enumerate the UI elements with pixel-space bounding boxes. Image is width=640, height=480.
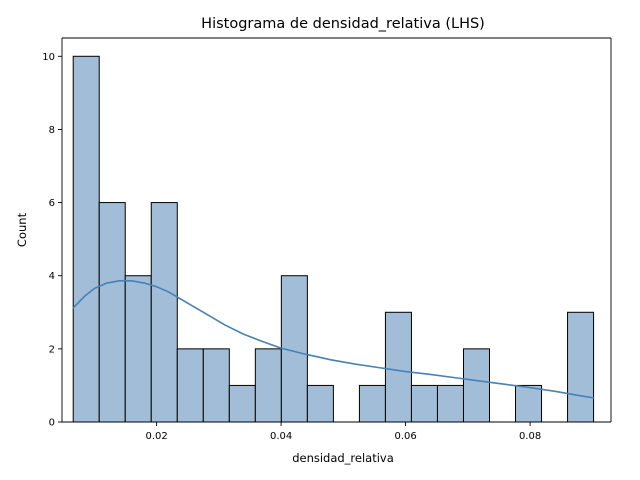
x-tick-label: 0.08 bbox=[519, 431, 541, 442]
histogram-bar bbox=[202, 348, 230, 423]
y-axis-label: Count bbox=[15, 212, 29, 247]
x-tick-label: 0.04 bbox=[270, 431, 292, 442]
x-tick-label: 0.06 bbox=[394, 431, 416, 442]
y-tick-label: 0 bbox=[49, 418, 55, 429]
kde-curve bbox=[72, 280, 595, 399]
y-tick-label: 6 bbox=[49, 198, 55, 209]
histogram-bar bbox=[462, 348, 490, 423]
bars-layer bbox=[72, 55, 595, 423]
y-tick-label: 2 bbox=[49, 344, 55, 355]
x-axis-label: densidad_relativa bbox=[292, 451, 394, 465]
kde-layer bbox=[72, 280, 595, 399]
histogram-bar bbox=[384, 311, 412, 423]
ticks-layer: 0.02 0.04 0.06 0.08 0 2 4 6 8 10 bbox=[42, 52, 541, 442]
histogram-bar bbox=[98, 202, 126, 423]
histogram-bar bbox=[72, 55, 100, 423]
y-tick-label: 10 bbox=[42, 52, 55, 63]
chart-title: Histograma de densidad_relativa (LHS) bbox=[201, 16, 485, 32]
histogram-bar bbox=[567, 311, 595, 423]
histogram-bar bbox=[124, 275, 152, 423]
histogram-bar bbox=[254, 348, 282, 423]
histogram-bar bbox=[358, 384, 386, 423]
y-tick-label: 8 bbox=[49, 125, 55, 136]
histogram-bar bbox=[410, 384, 438, 423]
histogram-bar bbox=[306, 384, 334, 423]
x-tick-label: 0.02 bbox=[145, 431, 167, 442]
histogram-bar bbox=[436, 384, 464, 423]
axes-layer bbox=[61, 37, 612, 423]
histogram-bar bbox=[176, 348, 204, 423]
histogram-bar bbox=[228, 384, 256, 423]
histogram-bar bbox=[150, 202, 178, 423]
y-tick-label: 4 bbox=[49, 271, 55, 282]
histogram-bar bbox=[515, 384, 543, 423]
